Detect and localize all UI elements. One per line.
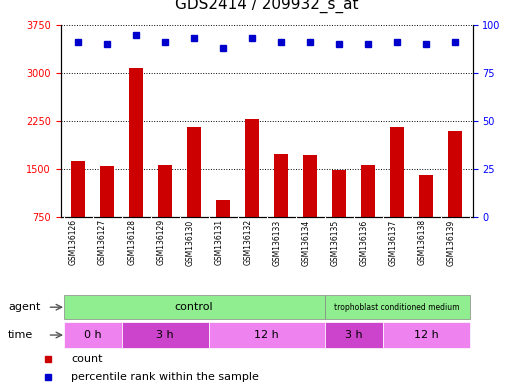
- Text: GSM136128: GSM136128: [127, 219, 136, 265]
- Bar: [325, 295, 470, 319]
- Text: 0 h: 0 h: [84, 330, 101, 340]
- Text: 12 h: 12 h: [414, 330, 439, 340]
- Text: GSM136127: GSM136127: [98, 219, 107, 265]
- Bar: [419, 175, 433, 217]
- Bar: [187, 127, 201, 217]
- Text: 3 h: 3 h: [156, 330, 174, 340]
- Bar: [245, 119, 259, 217]
- Bar: [121, 322, 209, 348]
- Text: 12 h: 12 h: [254, 330, 279, 340]
- Text: GSM136134: GSM136134: [301, 219, 310, 265]
- Text: time: time: [8, 330, 33, 340]
- Text: GSM136139: GSM136139: [446, 219, 455, 265]
- Text: percentile rank within the sample: percentile rank within the sample: [71, 372, 259, 382]
- Text: GSM136131: GSM136131: [214, 219, 223, 265]
- Bar: [303, 155, 317, 217]
- Text: GSM136133: GSM136133: [272, 219, 281, 265]
- Text: GDS2414 / 209932_s_at: GDS2414 / 209932_s_at: [175, 0, 359, 13]
- Bar: [71, 161, 86, 217]
- Bar: [390, 127, 404, 217]
- Text: GSM136132: GSM136132: [243, 219, 252, 265]
- Bar: [332, 170, 346, 217]
- Text: agent: agent: [8, 302, 40, 312]
- Bar: [63, 295, 325, 319]
- Bar: [209, 322, 325, 348]
- Text: GSM136138: GSM136138: [417, 219, 426, 265]
- Bar: [100, 166, 115, 217]
- Bar: [325, 322, 383, 348]
- Text: GSM136135: GSM136135: [330, 219, 339, 265]
- Text: GSM136130: GSM136130: [185, 219, 194, 265]
- Text: control: control: [175, 302, 213, 312]
- Bar: [361, 165, 375, 217]
- Text: trophoblast conditioned medium: trophoblast conditioned medium: [334, 303, 460, 312]
- Text: 3 h: 3 h: [345, 330, 362, 340]
- Text: GSM136136: GSM136136: [359, 219, 368, 265]
- Bar: [274, 154, 288, 217]
- Text: GSM136129: GSM136129: [156, 219, 165, 265]
- Text: GSM136137: GSM136137: [388, 219, 397, 265]
- Bar: [63, 322, 121, 348]
- Text: GSM136126: GSM136126: [69, 219, 78, 265]
- Bar: [216, 200, 230, 217]
- Text: count: count: [71, 354, 103, 364]
- Bar: [383, 322, 470, 348]
- Bar: [129, 68, 144, 217]
- Bar: [448, 131, 463, 217]
- Bar: [158, 165, 172, 217]
